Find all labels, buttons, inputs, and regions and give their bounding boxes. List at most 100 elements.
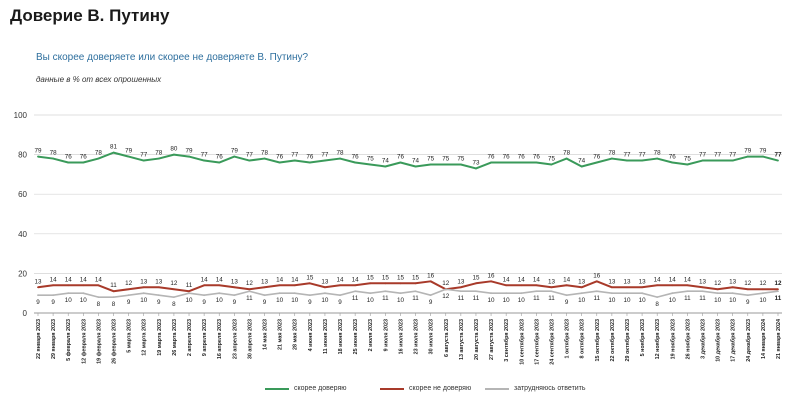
data-label-trust: 76	[669, 154, 677, 161]
data-label-distrust: 14	[533, 276, 541, 283]
data-label-trust: 74	[382, 157, 390, 164]
data-label-unsure: 10	[714, 297, 722, 304]
data-label-unsure: 10	[276, 297, 284, 304]
data-point-unsure	[278, 292, 281, 295]
data-point-distrust	[459, 286, 462, 289]
data-label-distrust: 13	[578, 278, 586, 285]
data-point-unsure	[580, 292, 583, 295]
data-label-unsure: 9	[308, 299, 312, 306]
data-label-distrust: 14	[563, 276, 571, 283]
data-label-trust: 76	[488, 154, 496, 161]
x-tick-label: 23 июля 2023	[414, 319, 420, 354]
x-tick-label: 19 ноября 2023	[669, 319, 676, 359]
data-point-distrust	[716, 288, 719, 291]
data-point-trust	[565, 157, 568, 160]
data-label-trust: 75	[548, 156, 556, 163]
data-point-unsure	[746, 294, 749, 297]
data-point-distrust	[399, 282, 402, 285]
data-label-unsure: 8	[172, 301, 176, 308]
x-tick-label: 5 марта 2023	[127, 319, 133, 353]
data-label-unsure: 10	[186, 297, 194, 304]
data-label-trust: 79	[34, 148, 42, 155]
data-point-unsure	[233, 294, 236, 297]
data-label-trust: 78	[654, 150, 662, 157]
data-point-distrust	[67, 284, 70, 287]
data-point-trust	[761, 155, 764, 158]
data-label-trust: 76	[352, 154, 360, 161]
x-tick-label: 20 августа 2023	[474, 319, 480, 360]
data-label-unsure: 10	[759, 297, 767, 304]
data-label-unsure: 10	[608, 297, 616, 304]
data-label-distrust: 14	[518, 276, 526, 283]
data-label-unsure: 11	[412, 295, 419, 302]
data-label-distrust: 14	[50, 276, 58, 283]
data-point-trust	[142, 159, 145, 162]
data-point-trust	[459, 163, 462, 166]
data-label-distrust: 16	[427, 272, 435, 279]
data-label-unsure: 9	[157, 299, 161, 306]
x-tick-label: 26 ноября 2023	[684, 319, 691, 359]
data-point-unsure	[173, 296, 175, 299]
data-point-distrust	[173, 288, 175, 291]
data-point-distrust	[354, 284, 357, 287]
data-label-trust: 80	[170, 146, 178, 153]
data-point-unsure	[610, 292, 613, 295]
data-point-distrust	[157, 286, 160, 289]
data-label-unsure: 9	[127, 299, 131, 306]
data-label-trust: 79	[744, 148, 752, 155]
x-tick-label: 21 января 2024	[776, 319, 782, 359]
data-point-trust	[248, 159, 251, 162]
data-point-trust	[233, 155, 236, 158]
data-point-distrust	[550, 286, 553, 289]
data-label-unsure: 9	[429, 299, 433, 306]
data-point-unsure	[127, 294, 130, 297]
data-point-trust	[308, 161, 311, 164]
legend-item-unsure: затрудняюсь ответить	[485, 385, 586, 392]
data-point-distrust	[777, 288, 779, 291]
data-point-unsure	[52, 294, 55, 297]
data-label-distrust: 14	[201, 276, 209, 283]
legend-label: затрудняюсь ответить	[514, 385, 586, 392]
data-label-trust: 75	[367, 156, 375, 163]
data-label-trust: 75	[427, 156, 435, 163]
data-point-distrust	[324, 286, 326, 289]
data-point-distrust	[641, 286, 643, 289]
data-point-unsure	[142, 292, 145, 295]
x-tick-label: 10 сентября 2023	[518, 319, 525, 365]
data-point-unsure	[761, 292, 764, 295]
data-label-distrust: 13	[140, 278, 148, 285]
data-point-distrust	[218, 284, 221, 287]
data-label-trust: 77	[201, 152, 209, 159]
data-label-distrust: 14	[65, 276, 73, 283]
data-label-trust: 77	[699, 152, 707, 159]
data-label-unsure: 11	[548, 295, 555, 302]
data-label-unsure: 11	[473, 295, 480, 302]
data-point-trust	[97, 157, 100, 160]
data-label-distrust: 12	[442, 280, 450, 287]
data-point-distrust	[248, 288, 251, 291]
data-label-distrust: 12	[170, 280, 178, 287]
data-point-unsure	[203, 294, 206, 297]
data-label-distrust: 13	[729, 278, 737, 285]
data-label-unsure: 11	[775, 295, 782, 302]
legend-swatch	[380, 387, 404, 390]
data-label-distrust: 15	[306, 274, 314, 281]
data-label-unsure: 10	[216, 297, 224, 304]
data-label-unsure: 10	[140, 297, 148, 304]
data-point-trust	[641, 159, 643, 162]
data-point-unsure	[475, 290, 477, 293]
data-point-trust	[626, 159, 628, 162]
data-label-unsure: 10	[503, 297, 511, 304]
data-point-trust	[384, 165, 387, 168]
x-tick-label: 12 марта 2023	[142, 319, 148, 356]
y-tick-label: 40	[18, 230, 27, 239]
data-point-trust	[656, 157, 659, 160]
data-point-distrust	[263, 286, 266, 289]
data-point-unsure	[218, 292, 221, 295]
data-point-distrust	[188, 290, 190, 293]
chart-legend: скорее доверяю скорее не доверяю затрудняю…	[0, 383, 800, 397]
data-label-unsure: 9	[338, 299, 342, 306]
data-point-unsure	[112, 296, 115, 299]
x-tick-label: 1 октября 2023	[564, 319, 571, 358]
data-label-unsure: 10	[518, 297, 526, 304]
